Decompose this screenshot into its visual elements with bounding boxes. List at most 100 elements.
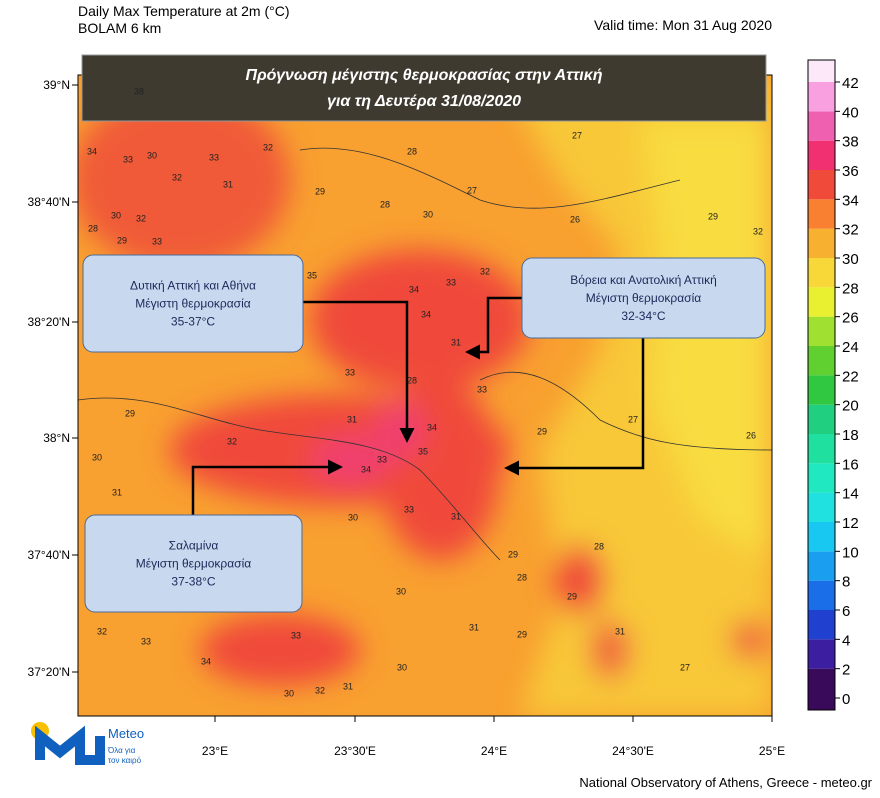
colorbar-label: 10 (842, 544, 859, 561)
lon-label: 23°30'E (334, 744, 376, 758)
title: Daily Max Temperature at 2m (°C) (78, 3, 290, 19)
map-value: 29 (125, 408, 135, 418)
map-value: 28 (380, 199, 390, 209)
colorbar-label: 38 (842, 134, 859, 151)
map-value: 30 (423, 209, 433, 219)
map-value: 28 (407, 375, 417, 385)
callout-line: Μέγιστη θερμοκρασία (586, 291, 701, 305)
map-value: 32 (136, 213, 146, 223)
map-value: 31 (469, 622, 479, 632)
map-value: 29 (567, 591, 577, 601)
colorbar-band (808, 463, 835, 493)
map-value: 28 (407, 146, 417, 156)
colorbar-label: 0 (842, 691, 850, 708)
valid-time: Valid time: Mon 31 Aug 2020 (594, 17, 772, 33)
map-value: 29 (117, 235, 127, 245)
colorbar-band (808, 668, 835, 710)
callout-line: Σαλαμίνα (169, 539, 219, 553)
map-value: 33 (446, 277, 456, 287)
banner-line: για τη Δευτέρα 31/08/2020 (327, 93, 521, 110)
lat-label: 38°N (43, 431, 70, 445)
colorbar-band (808, 375, 835, 405)
colorbar-label: 4 (842, 632, 850, 649)
colorbar-band (808, 287, 835, 317)
map-labels: 34 33 30 32 31 33 32 28 27 38 30 32 33 29 28 29 28 30 27 26… (87, 86, 763, 698)
callout-line: Βόρεια και Ανατολική Αττική (570, 273, 717, 287)
map-value: 33 (123, 154, 133, 164)
colorbar-label: 6 (842, 603, 850, 620)
map-value: 31 (343, 681, 353, 691)
map-value: 30 (397, 662, 407, 672)
model: BOLAM 6 km (78, 20, 161, 36)
callout-box (84, 514, 303, 613)
lat-label: 39°N (43, 78, 70, 92)
colorbar-label: 18 (842, 427, 859, 444)
map-value: 32 (753, 226, 763, 236)
colorbar-band (808, 258, 835, 288)
logo-tagline: Όλα για (107, 746, 136, 755)
banner-line: Πρόγνωση μέγιστης θερμοκρασίας στην Αττι… (245, 67, 602, 84)
colorbar-band (808, 580, 835, 610)
colorbar-band (808, 228, 835, 258)
footer: National Observatory of Athens, Greece -… (579, 775, 872, 790)
colorbar-band (808, 111, 835, 141)
map-value: 27 (572, 130, 582, 140)
callout-line: 35-37°C (171, 315, 215, 329)
map-value: 33 (345, 367, 355, 377)
map-value: 32 (227, 436, 237, 446)
map-value: 32 (263, 142, 273, 152)
colorbar-label: 32 (842, 222, 859, 239)
lon-label: 23°E (202, 744, 228, 758)
colorbar-band (808, 316, 835, 346)
map-value: 31 (223, 179, 233, 189)
colorbar-band (808, 522, 835, 552)
map-value: 30 (147, 150, 157, 160)
map-value: 29 (315, 186, 325, 196)
map-value: 27 (467, 185, 477, 195)
callout-box (521, 257, 766, 339)
lat-label: 38°20'N (28, 315, 70, 329)
map-value: 30 (396, 586, 406, 596)
lon-label: 24°30'E (612, 744, 654, 758)
colorbar-label: 42 (842, 75, 859, 92)
lat-label: 37°20'N (28, 665, 70, 679)
map-value: 28 (88, 223, 98, 233)
map-value: 27 (680, 662, 690, 672)
colorbar-band (808, 492, 835, 522)
map-value: 29 (508, 549, 518, 559)
callout-line: Μέγιστη θερμοκρασία (135, 297, 250, 311)
colorbar-band (808, 551, 835, 581)
map-value: 33 (377, 454, 387, 464)
map-value: 33 (291, 630, 301, 640)
colorbar-label: 8 (842, 574, 850, 591)
colorbar-label: 28 (842, 280, 859, 297)
map-value: 34 (361, 464, 371, 474)
map-value: 31 (112, 487, 122, 497)
map-value: 32 (480, 266, 490, 276)
colorbar-band (808, 82, 835, 112)
map-value: 33 (141, 636, 151, 646)
map-value: 26 (570, 214, 580, 224)
lat-label: 37°40'N (28, 548, 70, 562)
map-value: 35 (307, 270, 317, 280)
map-value: 32 (97, 626, 107, 636)
colorbar-band (808, 199, 835, 229)
map-value: 30 (348, 512, 358, 522)
map-value: 35 (418, 446, 428, 456)
colorbar-band (808, 434, 835, 464)
lat-label: 38°40'N (28, 195, 70, 209)
map-value: 33 (209, 152, 219, 162)
map-value: 27 (628, 414, 638, 424)
callout-line: 37-38°C (171, 575, 215, 589)
map-value: 31 (615, 626, 625, 636)
colorbar-label: 26 (842, 310, 859, 327)
map-value: 34 (201, 656, 211, 666)
colorbar-label: 12 (842, 515, 859, 532)
colorbar-label: 2 (842, 662, 850, 679)
map-value: 32 (172, 172, 182, 182)
map-value: 33 (152, 236, 162, 246)
colorbar-band (808, 639, 835, 669)
colorbar-label: 14 (842, 486, 859, 503)
map-value: 31 (451, 511, 461, 521)
map-value: 30 (92, 452, 102, 462)
